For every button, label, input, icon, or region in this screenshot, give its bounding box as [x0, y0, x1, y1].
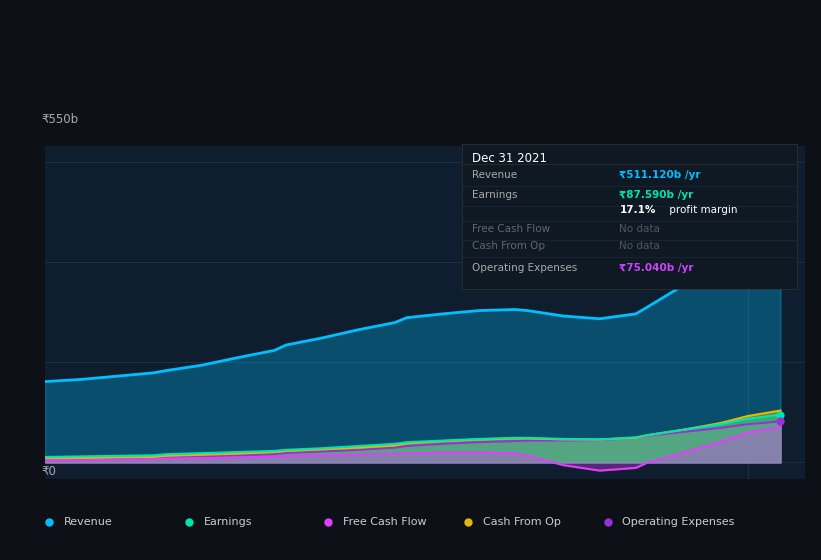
Text: Earnings: Earnings	[472, 190, 517, 200]
Bar	[748, 146, 805, 479]
Text: Free Cash Flow: Free Cash Flow	[343, 517, 427, 527]
Text: Operating Expenses: Operating Expenses	[622, 517, 735, 527]
Text: Free Cash Flow: Free Cash Flow	[472, 223, 550, 234]
Text: No data: No data	[620, 223, 660, 234]
Text: Earnings: Earnings	[204, 517, 252, 527]
Text: Revenue: Revenue	[64, 517, 112, 527]
Text: Cash From Op: Cash From Op	[483, 517, 561, 527]
Text: Operating Expenses: Operating Expenses	[472, 263, 577, 273]
Text: ₹0: ₹0	[41, 465, 56, 478]
Text: profit margin: profit margin	[667, 205, 738, 214]
Text: No data: No data	[620, 241, 660, 251]
Text: Dec 31 2021: Dec 31 2021	[472, 152, 547, 166]
Text: ₹511.120b /yr: ₹511.120b /yr	[620, 170, 701, 180]
Text: Cash From Op: Cash From Op	[472, 241, 545, 251]
Text: ₹87.590b /yr: ₹87.590b /yr	[620, 190, 694, 200]
Text: 17.1%: 17.1%	[620, 205, 656, 214]
Text: ₹550b: ₹550b	[41, 113, 79, 125]
Text: Revenue: Revenue	[472, 170, 517, 180]
Text: ₹75.040b /yr: ₹75.040b /yr	[620, 263, 694, 273]
